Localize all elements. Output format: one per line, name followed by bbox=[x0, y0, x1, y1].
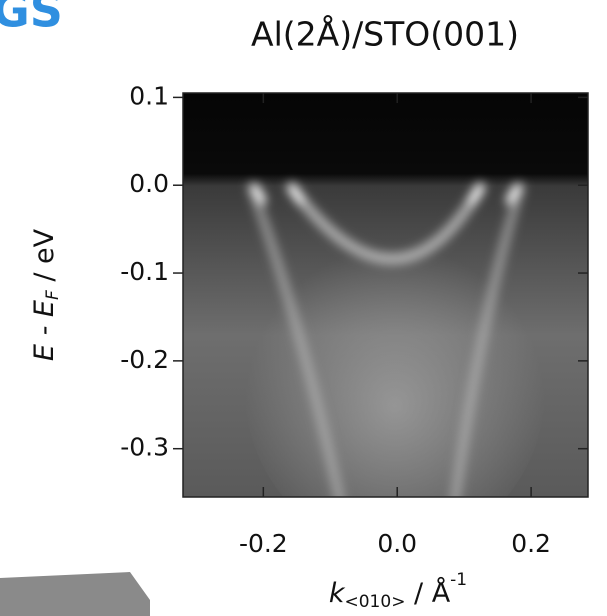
plot-frame bbox=[182, 92, 589, 498]
x-label-main: k bbox=[329, 578, 346, 609]
x-label-rest: / Å bbox=[405, 577, 450, 609]
y-axis-label: E - EF / eV bbox=[29, 228, 64, 361]
y-label-rest: / eV bbox=[29, 228, 60, 290]
corner-text: GS bbox=[0, 0, 63, 38]
decor-shape bbox=[0, 572, 150, 616]
x-tick-label: 0.0 bbox=[377, 529, 417, 558]
spectrum-image bbox=[183, 93, 588, 497]
x-tick-label: -0.2 bbox=[239, 529, 288, 558]
y-label-main: E - E bbox=[29, 300, 60, 361]
y-tick-label: 0.0 bbox=[129, 169, 169, 198]
y-tick-label: -0.3 bbox=[120, 433, 169, 462]
y-tick-label: 0.1 bbox=[129, 81, 169, 110]
x-label-sub: <010> bbox=[345, 592, 406, 612]
x-tick-label: 0.2 bbox=[511, 529, 551, 558]
x-label-sup: -1 bbox=[450, 570, 467, 590]
y-tick-label: -0.2 bbox=[120, 345, 169, 374]
y-tick-label: -0.1 bbox=[120, 257, 169, 286]
x-axis-label: k<010> / Å-1 bbox=[329, 570, 467, 612]
chart-title: Al(2Å)/STO(001) bbox=[251, 14, 519, 54]
y-label-sub: F bbox=[43, 290, 63, 300]
